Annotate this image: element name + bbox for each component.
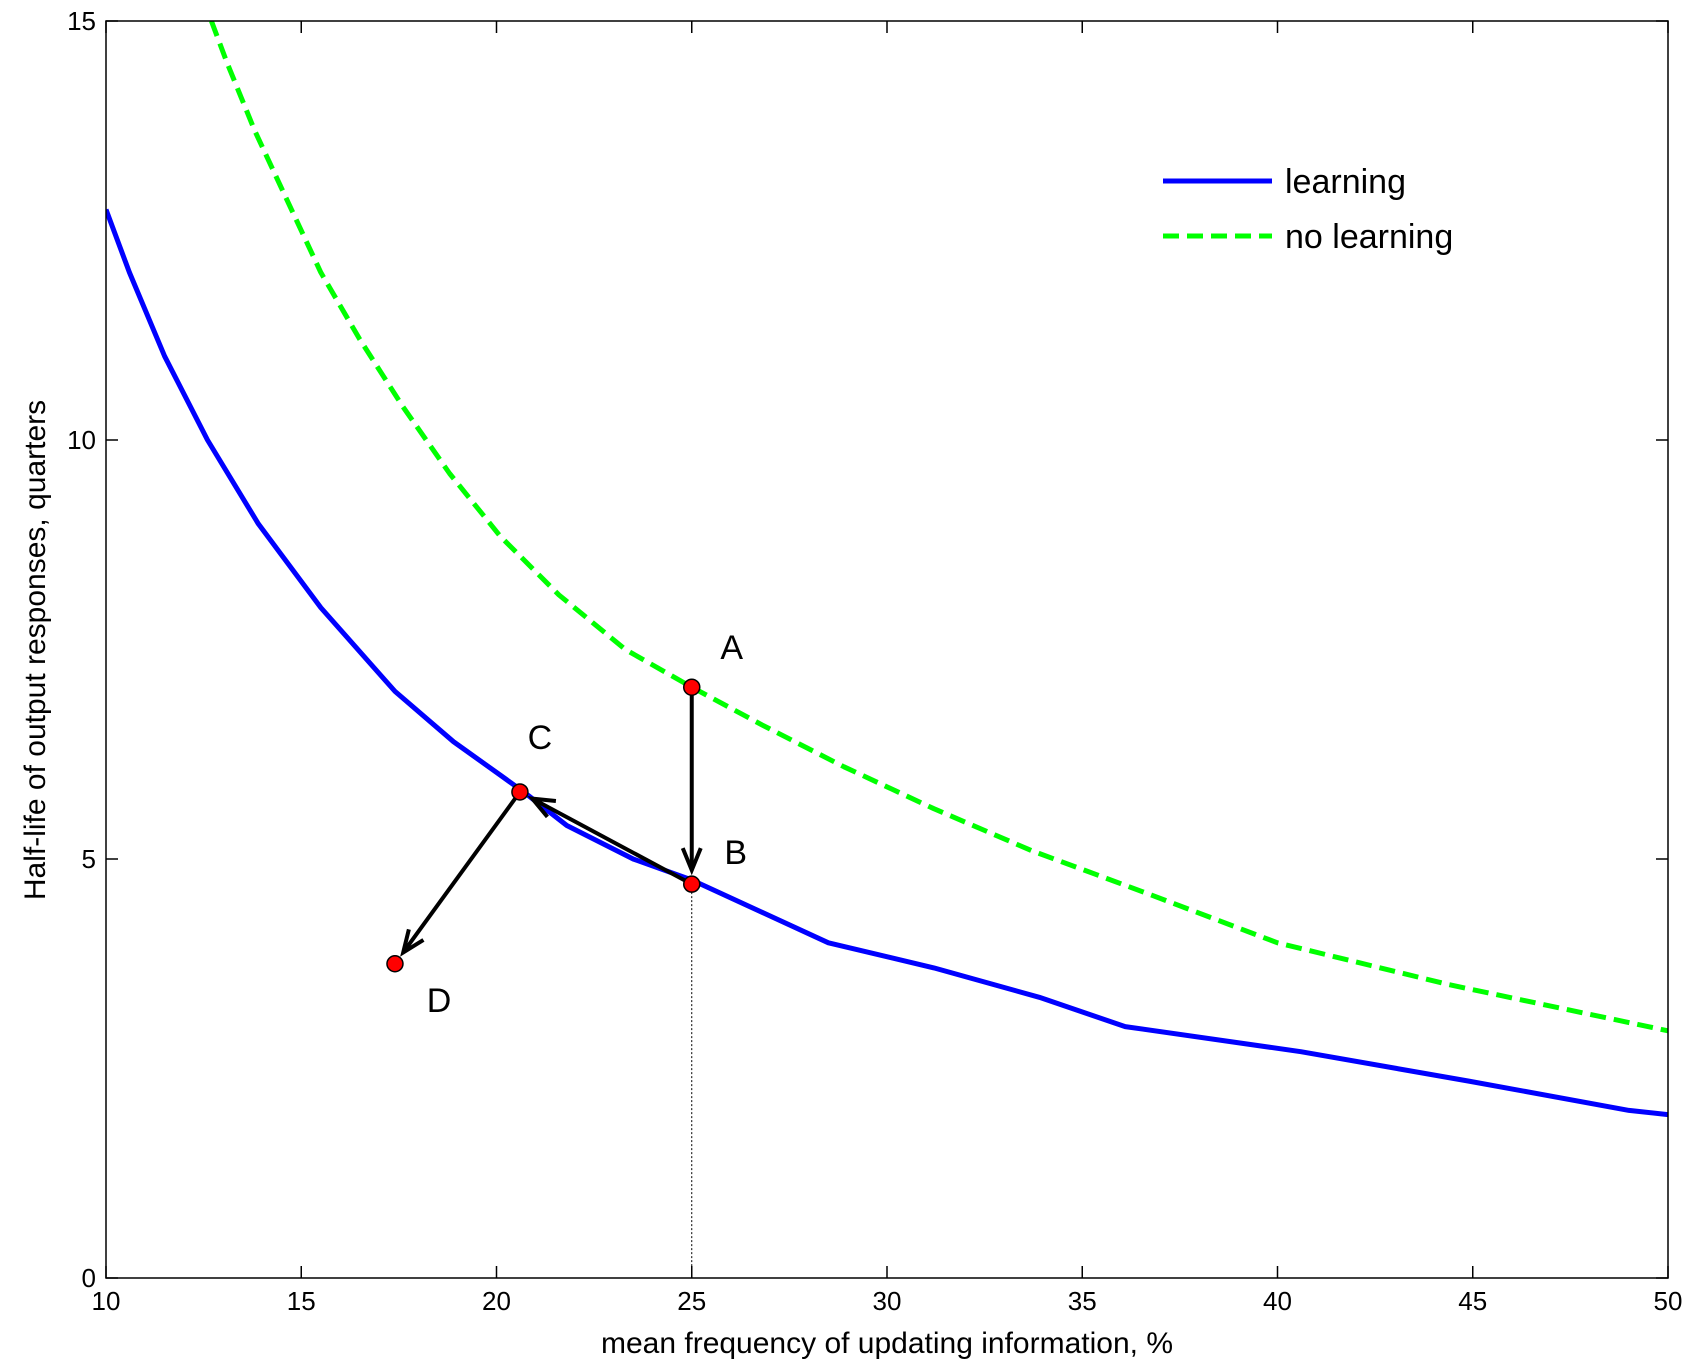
point-label-B: B [724,834,747,872]
y-tick-label: 10 [67,425,96,455]
annotation-layer: A B C D [386,629,747,1278]
x-tick-label: 15 [287,1286,316,1316]
legend-label-learning: learning [1285,163,1406,201]
axes-layer: 10 15 20 25 30 35 40 45 50 0 5 10 15 [67,6,1682,1316]
arrow-C-D [401,790,522,954]
point-D [386,955,404,973]
arrowhead-B-C [527,796,557,819]
y-axis-title: Half-life of output responses, quarters [19,400,52,900]
arrowhead-C-D [400,928,425,957]
x-tick-label: 40 [1263,1286,1292,1316]
y-tick-label: 15 [67,6,96,36]
series-line-no-learning [209,21,1668,1034]
plot-background [106,21,1668,1278]
point-label-C: C [528,719,553,757]
arrow-B-C [531,796,693,886]
point-C [511,783,529,801]
x-tick-label: 30 [873,1286,902,1316]
x-tick-label: 50 [1654,1286,1683,1316]
y-tick-label: 5 [82,844,96,874]
point-label-D: D [427,982,452,1020]
series-line-learning [106,208,1668,1118]
x-axis-title: mean frequency of updating information, … [601,1327,1173,1360]
legend: learning no learning [1163,163,1453,256]
series-layer [106,21,1668,1118]
x-tick-label: 45 [1458,1286,1487,1316]
point-B [683,875,701,893]
point-A [683,678,701,696]
x-tick-label: 10 [92,1286,121,1316]
y-tick-label: 0 [82,1263,96,1293]
x-tick-label: 25 [677,1286,706,1316]
x-tick-label: 35 [1068,1286,1097,1316]
arrowhead-A-B [680,847,703,876]
x-tick-label: 20 [482,1286,511,1316]
point-label-A: A [720,629,743,667]
legend-label-no-learning: no learning [1285,218,1453,256]
